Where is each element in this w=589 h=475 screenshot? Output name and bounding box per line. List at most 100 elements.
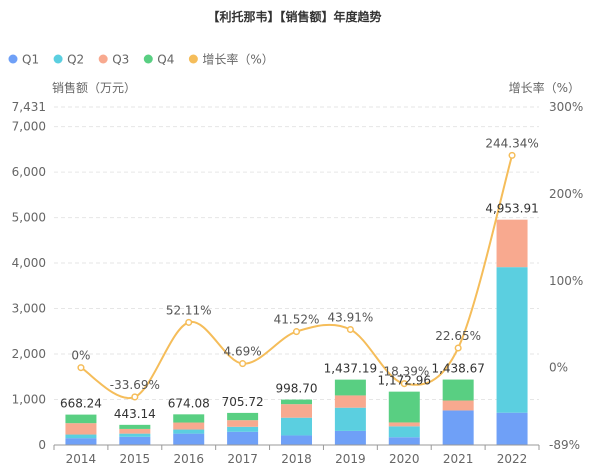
bar-q3-2021[interactable] — [442, 400, 474, 411]
x-tick-label: 2022 — [497, 452, 528, 466]
bar-q1-2018[interactable] — [281, 435, 312, 445]
growth-rate-label-2014: 0% — [71, 349, 90, 363]
line-layer — [77, 151, 516, 401]
bar-q4-2017[interactable] — [227, 412, 259, 421]
legend-marker — [8, 54, 18, 64]
legend-marker — [143, 54, 153, 64]
right-axis-name: 增长率（%） — [509, 80, 580, 95]
bar-q2-2022[interactable] — [496, 267, 528, 413]
legend-marker — [53, 54, 63, 64]
right-tick-label: -89% — [549, 438, 580, 452]
left-tick-label: 7,431 — [12, 100, 46, 114]
bar-q1-2014[interactable] — [65, 438, 97, 445]
growth-rate-label-2015: -33.69% — [110, 378, 160, 392]
growth-rate-label-2019: 43.91% — [328, 311, 374, 325]
bar-q1-2016[interactable] — [173, 433, 205, 445]
bar-q4-2018[interactable] — [281, 399, 312, 405]
right-tick-label: 0% — [549, 361, 568, 375]
legend: Q1 Q2 Q3 Q4 增长率（%） — [8, 52, 274, 67]
legend-label: Q1 — [22, 53, 39, 67]
bar-q2-2017[interactable] — [227, 426, 259, 432]
right-tick-label: 300% — [549, 100, 583, 114]
bar-q4-2014[interactable] — [65, 414, 97, 424]
bar-q3-2017[interactable] — [227, 420, 259, 427]
left-axis-name: 销售额（万元） — [52, 80, 136, 95]
bar-q4-2015[interactable] — [119, 424, 151, 429]
growth-rate-label-2022: 244.34% — [485, 136, 538, 150]
total-label-2022: 4,953.91 — [485, 202, 538, 216]
total-label-2014: 668.24 — [60, 397, 102, 411]
legend-marker — [98, 54, 108, 64]
growth-rate-point-2016[interactable] — [185, 318, 193, 326]
x-tick-label: 2014 — [66, 452, 97, 466]
bar-q2-2014[interactable] — [65, 434, 97, 439]
x-tick-label: 2017 — [227, 452, 258, 466]
growth-rate-point-2021[interactable] — [454, 344, 462, 352]
bar-q3-2019[interactable] — [334, 395, 366, 408]
total-label-2021: 1,438.67 — [431, 362, 484, 376]
bar-q2-2020[interactable] — [388, 426, 420, 438]
growth-rate-point-2014[interactable] — [77, 364, 85, 372]
x-tick-label: 2015 — [120, 452, 151, 466]
legend-item-2[interactable]: Q2 — [53, 53, 85, 67]
bar-q3-2014[interactable] — [65, 423, 97, 435]
bar-q2-2016[interactable] — [173, 429, 205, 434]
legend-item-3[interactable]: Q3 — [98, 53, 130, 67]
bar-q3-2022[interactable] — [496, 219, 528, 268]
bar-q1-2019[interactable] — [334, 430, 366, 445]
total-label-2019: 1,437.19 — [324, 362, 377, 376]
bar-q1-2022[interactable] — [496, 412, 528, 445]
growth-rate-label-2021: 22.65% — [435, 329, 481, 343]
bar-q4-2019[interactable] — [334, 379, 366, 396]
total-label-2017: 705.72 — [222, 395, 264, 409]
bar-q2-2018[interactable] — [281, 417, 312, 436]
growth-rate-point-2019[interactable] — [346, 325, 354, 334]
bars-layer — [65, 219, 528, 445]
bar-q3-2016[interactable] — [173, 422, 205, 430]
bar-q2-2015[interactable] — [119, 433, 151, 437]
chart-title: 【利托那韦】【销售额】年度趋势 — [207, 9, 381, 24]
left-tick-label: 6,000 — [12, 165, 46, 179]
x-tick-label: 2020 — [389, 452, 420, 466]
left-tick-label: 1,000 — [12, 393, 46, 407]
total-label-2015: 443.14 — [114, 407, 156, 421]
bar-q1-2017[interactable] — [227, 431, 259, 445]
x-tick-label: 2016 — [173, 452, 204, 466]
growth-rate-point-2018[interactable] — [292, 328, 301, 336]
growth-rate-point-2020[interactable] — [400, 380, 408, 388]
bar-q4-2021[interactable] — [442, 379, 474, 401]
left-tick-label: 2,000 — [12, 347, 46, 361]
legend-label: Q2 — [67, 53, 84, 67]
bar-q1-2020[interactable] — [388, 437, 420, 445]
x-tick-label: 2021 — [443, 452, 474, 466]
axes-layer: 0 1,000 2,000 3,000 4,000 5,000 6,000 7,000 7,43… — [12, 100, 584, 466]
left-tick-label: 3,000 — [12, 302, 46, 316]
bar-q3-2015[interactable] — [119, 428, 151, 434]
growth-rate-label-2020: -18.39% — [379, 365, 429, 379]
bar-q4-2016[interactable] — [173, 414, 205, 423]
growth-rate-point-2022[interactable] — [508, 151, 516, 159]
bar-q1-2021[interactable] — [442, 410, 474, 445]
legend-label: Q4 — [157, 53, 174, 67]
x-tick-label: 2019 — [335, 452, 366, 466]
legend-item-5[interactable]: 增长率（%） — [188, 52, 274, 67]
left-tick-label: 0 — [38, 438, 46, 452]
right-tick-label: 100% — [549, 274, 583, 288]
bar-q3-2018[interactable] — [281, 404, 312, 418]
legend-item-1[interactable]: Q1 — [8, 53, 40, 67]
x-tick-label: 2018 — [281, 452, 312, 466]
legend-item-4[interactable]: Q4 — [143, 53, 175, 67]
bar-q2-2019[interactable] — [334, 407, 366, 431]
growth-rate-label-2018: 41.52% — [274, 313, 320, 327]
total-label-2020: 1,172.96 — [378, 374, 431, 388]
growth-rate-point-2017[interactable] — [239, 360, 247, 368]
bar-q3-2020[interactable] — [388, 422, 420, 427]
legend-marker — [188, 54, 198, 64]
bar-q4-2020[interactable] — [388, 391, 420, 423]
bar-q1-2015[interactable] — [119, 436, 151, 445]
growth-rate-point-2015[interactable] — [131, 393, 139, 401]
total-label-2016: 674.08 — [168, 396, 210, 410]
grid-layer — [54, 106, 539, 401]
legend-label: Q3 — [112, 53, 129, 67]
